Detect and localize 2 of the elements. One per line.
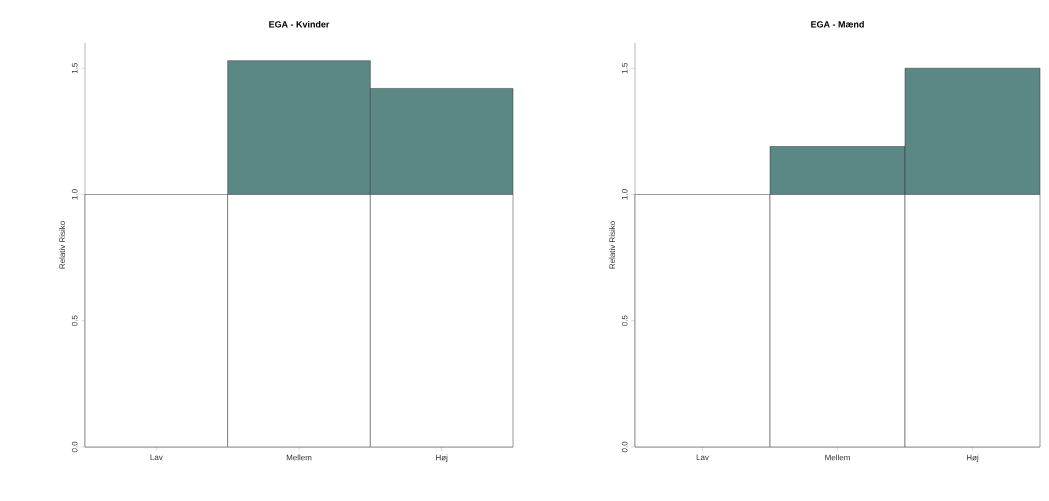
chart-title: EGA - Kvinder (269, 20, 330, 28)
chart-title: EGA - Mænd (811, 20, 864, 28)
